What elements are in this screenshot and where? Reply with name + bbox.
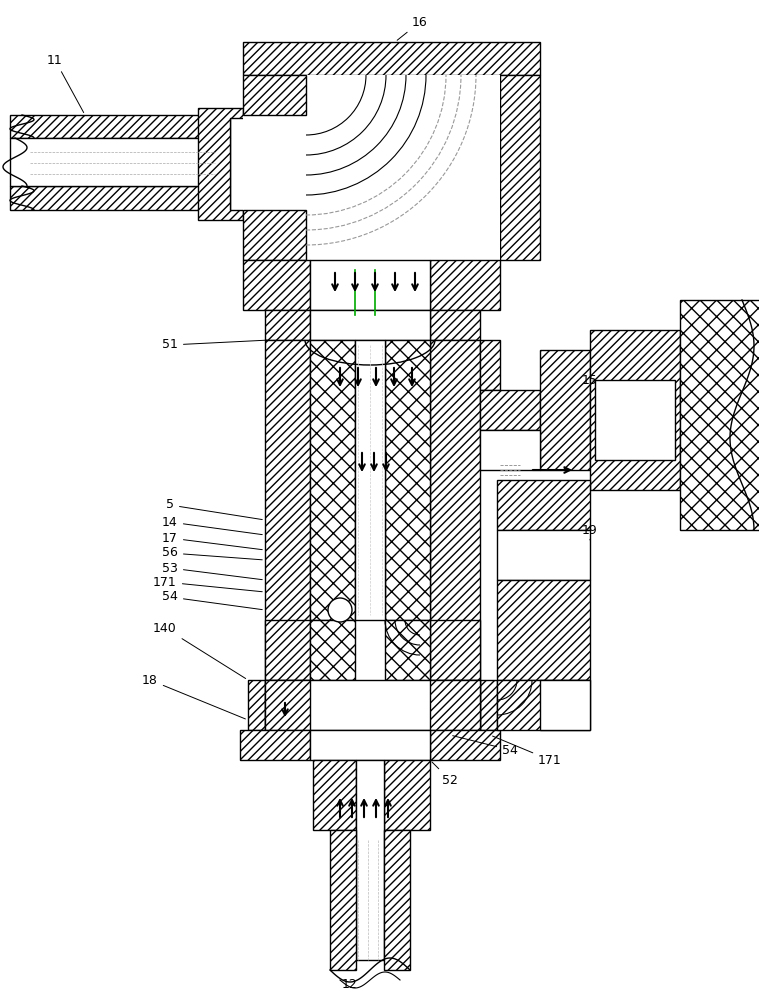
Polygon shape (243, 260, 310, 310)
Text: 12: 12 (342, 978, 358, 992)
Bar (310, 260, 430, 310)
Bar (355, 340, 385, 620)
Polygon shape (10, 186, 230, 210)
Polygon shape (680, 300, 759, 530)
Polygon shape (248, 680, 265, 730)
Polygon shape (590, 330, 680, 490)
Bar (310, 310, 430, 340)
Circle shape (328, 598, 352, 622)
Text: 11: 11 (47, 53, 83, 113)
Polygon shape (265, 680, 310, 730)
Bar (595, 380, 675, 460)
Polygon shape (540, 350, 590, 470)
Polygon shape (430, 730, 500, 760)
Text: 171: 171 (493, 736, 562, 766)
Polygon shape (265, 620, 310, 680)
Text: 56: 56 (162, 546, 262, 560)
Text: 16: 16 (397, 15, 428, 40)
Text: 15: 15 (582, 373, 598, 386)
Bar (497, 530, 590, 580)
Bar (310, 730, 430, 760)
Text: 140: 140 (153, 621, 246, 679)
Polygon shape (430, 310, 480, 340)
Text: 54: 54 (162, 590, 263, 610)
Polygon shape (385, 340, 430, 620)
Bar (480, 430, 540, 470)
Polygon shape (385, 620, 430, 680)
Bar (356, 760, 384, 960)
Text: 17: 17 (162, 532, 263, 550)
Text: 51: 51 (162, 338, 267, 352)
Text: 14: 14 (162, 516, 263, 535)
Polygon shape (480, 680, 497, 730)
Polygon shape (310, 340, 355, 620)
Polygon shape (480, 390, 540, 430)
Polygon shape (243, 42, 540, 75)
Text: 19: 19 (582, 524, 598, 540)
Polygon shape (384, 760, 430, 830)
Polygon shape (430, 680, 480, 730)
Polygon shape (243, 75, 306, 115)
Text: 52: 52 (432, 762, 458, 786)
Polygon shape (310, 620, 355, 680)
Polygon shape (430, 620, 480, 680)
Polygon shape (497, 680, 590, 730)
Bar (265, 680, 480, 730)
Polygon shape (497, 580, 590, 680)
Text: 5: 5 (166, 498, 263, 520)
Polygon shape (500, 75, 540, 260)
Bar (243, 75, 500, 260)
Polygon shape (480, 340, 500, 390)
Polygon shape (10, 115, 230, 138)
Polygon shape (240, 730, 310, 760)
Text: 171: 171 (153, 576, 263, 592)
Bar (10, 138, 230, 186)
Polygon shape (313, 760, 356, 830)
Polygon shape (330, 830, 356, 970)
Polygon shape (265, 310, 310, 340)
Text: 18: 18 (142, 674, 245, 719)
Text: 54: 54 (452, 736, 518, 756)
Polygon shape (243, 210, 306, 260)
Polygon shape (198, 108, 243, 220)
Polygon shape (430, 340, 480, 680)
Polygon shape (265, 340, 310, 680)
Bar (540, 680, 590, 730)
Polygon shape (430, 260, 500, 310)
Text: 53: 53 (162, 562, 263, 580)
Polygon shape (384, 830, 410, 970)
Polygon shape (497, 480, 590, 530)
